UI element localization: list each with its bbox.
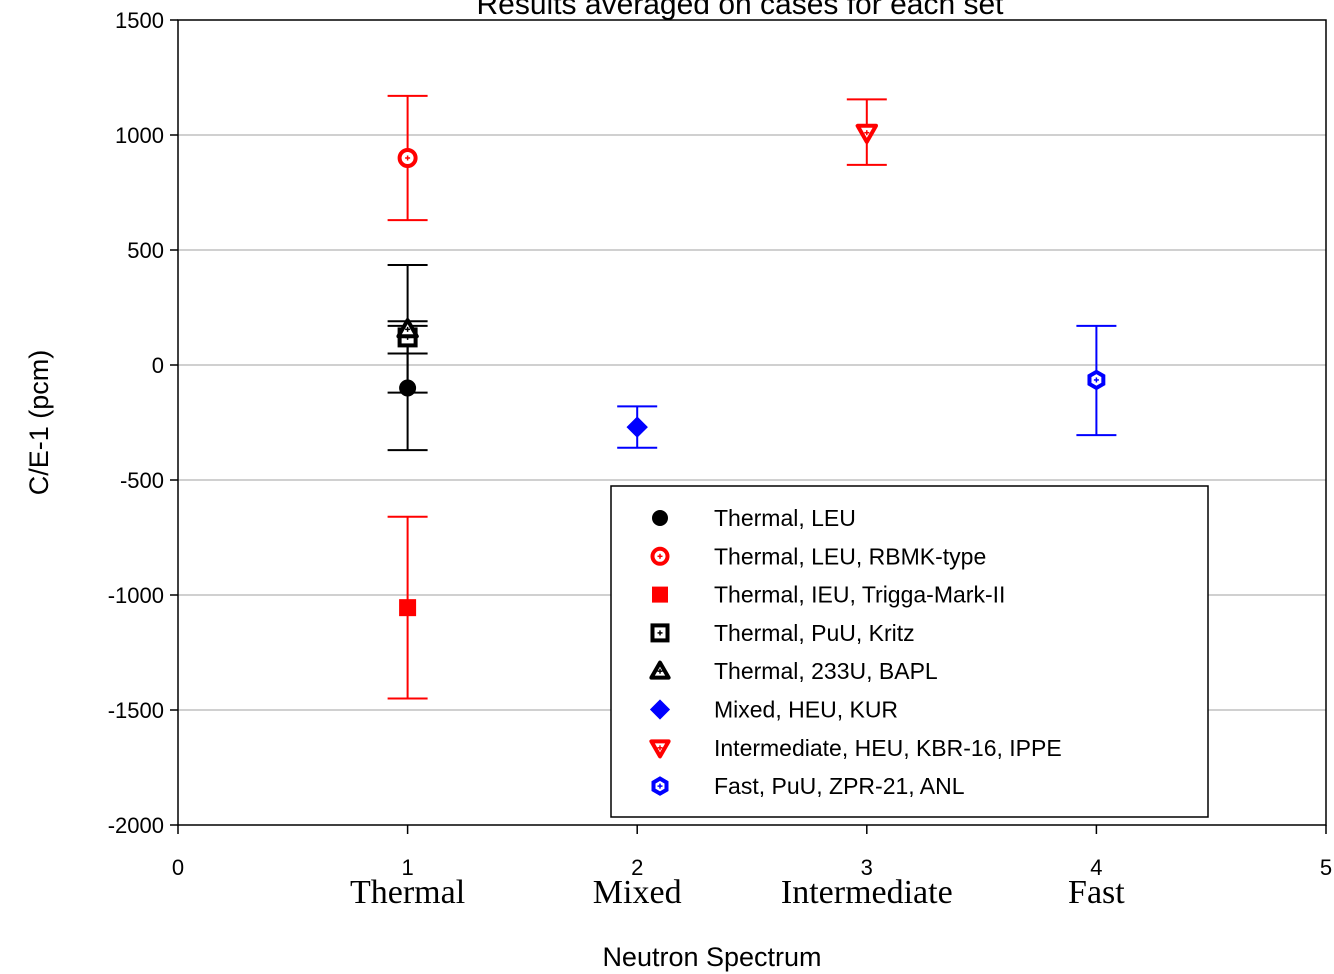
legend-box (610, 485, 1209, 818)
legend-item: Fast, PuU, ZPR-21, ANL (651, 773, 965, 799)
legend-label: Thermal, PuU, Kritz (714, 620, 915, 646)
y-tick-label: -1500 (108, 698, 164, 723)
legend-marker (652, 586, 668, 603)
data-point (626, 416, 648, 438)
category-label: Fast (1068, 874, 1125, 911)
legend: Thermal, LEU Thermal, LEU, RBMK-type Therm… (610, 485, 1209, 818)
legend-marker (649, 699, 671, 720)
y-tick-label: 1000 (115, 123, 164, 148)
y-axis-ticks: -2000 -1500 -1000 -500 0 500 1000 1500 (108, 8, 178, 838)
y-tick-label: -500 (120, 468, 164, 493)
x-tick-label: 1 (401, 855, 413, 880)
category-label: Thermal (350, 874, 465, 911)
category-labels: Thermal Mixed Intermediate Fast (350, 874, 1125, 911)
legend-item: Intermediate, HEU, KBR-16, IPPE (649, 735, 1062, 761)
legend-item: Mixed, HEU, KUR (649, 697, 898, 723)
legend-item: Thermal, 233U, BAPL (649, 658, 938, 684)
x-tick-label: 5 (1320, 855, 1332, 880)
chart-title: Results averaged on cases for each set (477, 0, 1005, 21)
legend-item: Thermal, LEU, RBMK-type (650, 543, 986, 569)
plot-frame (177, 19, 1327, 826)
data-point (397, 148, 418, 168)
data-point (399, 379, 417, 397)
legend-label: Mixed, HEU, KUR (714, 697, 898, 723)
y-tick-label: 1500 (115, 8, 164, 33)
x-tick-label: 4 (1090, 855, 1102, 880)
x-axis-title: Neutron Spectrum (602, 942, 821, 972)
legend-label: Intermediate, HEU, KBR-16, IPPE (714, 735, 1062, 761)
legend-marker (650, 546, 670, 566)
legend-marker (652, 510, 668, 526)
category-label: Mixed (593, 874, 682, 911)
data-point (396, 318, 419, 339)
x-tick-label: 2 (631, 855, 643, 880)
legend-item: Thermal, PuU, Kritz (650, 620, 915, 646)
data-points (396, 123, 1106, 617)
legend-item: Thermal, IEU, Trigga-Mark-II (652, 582, 1005, 608)
legend-marker (650, 623, 670, 643)
x-tick-label: 0 (172, 855, 184, 880)
y-tick-label: 0 (152, 353, 164, 378)
legend-label: Thermal, LEU (714, 505, 856, 531)
legend-marker (651, 776, 669, 796)
y-tick-label: 500 (127, 238, 164, 263)
legend-label: Thermal, IEU, Trigga-Mark-II (714, 582, 1005, 608)
legend-label: Thermal, LEU, RBMK-type (714, 543, 986, 569)
data-point (855, 123, 878, 144)
legend-marker (649, 660, 671, 680)
legend-label: Thermal, 233U, BAPL (714, 658, 938, 684)
legend-item: Thermal, LEU (652, 505, 856, 531)
legend-label: Fast, PuU, ZPR-21, ANL (714, 773, 965, 799)
y-tick-label: -2000 (108, 813, 164, 838)
y-tick-label: -1000 (108, 583, 164, 608)
x-axis-ticks: 0 1 2 3 4 5 (172, 825, 1332, 880)
data-point (1087, 369, 1106, 391)
x-tick-label: 3 (861, 855, 873, 880)
category-label: Intermediate (781, 874, 953, 911)
y-axis-title: C/E-1 (pcm) (24, 350, 54, 496)
legend-marker (649, 739, 671, 759)
data-point (399, 599, 417, 617)
